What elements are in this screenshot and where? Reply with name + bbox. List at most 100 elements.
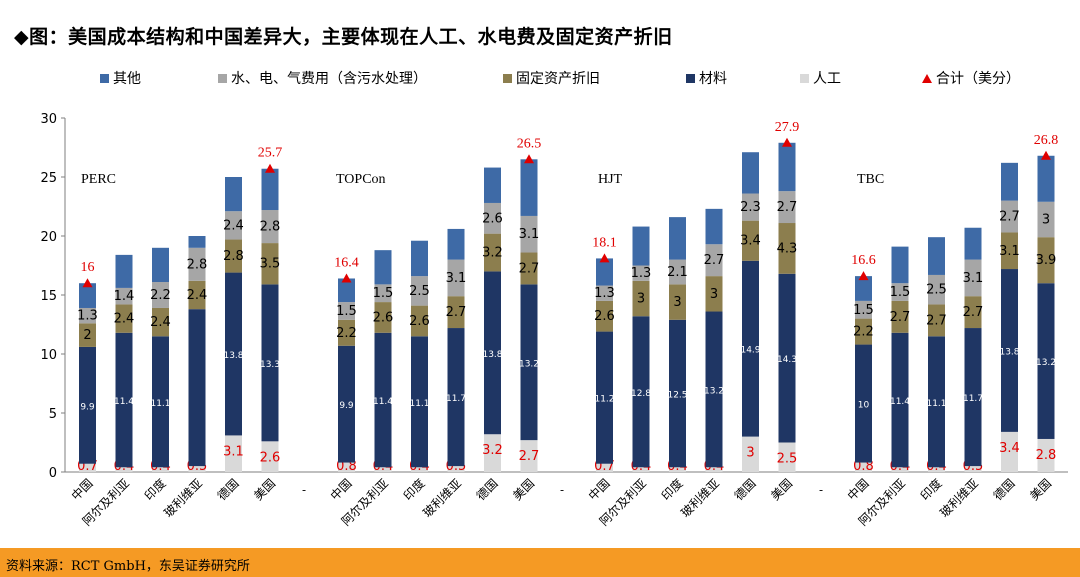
y-tick-label: 25 — [40, 171, 57, 186]
bar-segment-utilities — [964, 259, 982, 297]
data-label-utilities: 1.3 — [594, 286, 615, 301]
bar-segment-other — [742, 152, 759, 194]
bar-segment-utilities — [778, 191, 796, 224]
total-marker-triangle — [82, 278, 93, 288]
bar-segment-labor — [411, 467, 428, 472]
group-label-hjt: HJT — [598, 172, 623, 187]
bar-segment-utilities — [152, 282, 169, 308]
bar-segment-utilities — [928, 274, 945, 305]
bar-segment-other — [411, 240, 428, 277]
x-tick-label: 中国 — [68, 476, 96, 504]
bar-segment-materials — [484, 271, 501, 435]
data-label-materials: 12.8 — [631, 389, 651, 399]
data-label-utilities: 2.5 — [926, 283, 947, 298]
data-label-utilities: 3.1 — [519, 227, 540, 242]
bar-segment-depreciation — [669, 284, 686, 320]
data-label-depreciation: 3 — [673, 295, 681, 310]
bar-segment-labor — [374, 467, 392, 472]
data-label-utilities: 2.1 — [667, 265, 688, 280]
bar-segment-utilities — [188, 247, 206, 281]
bar-segment-other — [855, 276, 872, 301]
bar-segment-labor — [669, 467, 686, 472]
y-tick-label: 30 — [40, 112, 57, 127]
legend-swatch — [100, 73, 109, 83]
bar-segment-utilities — [261, 210, 279, 244]
data-label-labor: 3 — [746, 446, 754, 461]
x-tick-label: 玻利维亚 — [420, 476, 464, 520]
bar-segment-depreciation — [928, 304, 945, 337]
bar-segment-other — [152, 247, 169, 283]
bar-segment-utilities — [520, 215, 538, 253]
data-label-materials: 9.9 — [80, 402, 95, 412]
source-text: 资料来源：RCT GmbH，东吴证券研究所 — [6, 559, 250, 574]
bar-segment-labor — [484, 434, 501, 472]
y-tick-label: 5 — [49, 407, 57, 422]
legend-marker-triangle-icon — [922, 73, 932, 83]
legend-item-materials: 材料 — [686, 68, 727, 88]
bar-segment-materials — [705, 311, 723, 468]
bar-segment-depreciation — [1001, 232, 1018, 270]
data-label-utilities: 1.3 — [77, 309, 98, 324]
x-tick-label: 德国 — [731, 476, 759, 504]
total-label: 26.5 — [517, 136, 542, 151]
bar-segment-other — [484, 167, 501, 203]
x-tick-label: 玻利维亚 — [678, 476, 722, 520]
bar-segment-labor — [447, 466, 465, 472]
bar-segment-other — [778, 142, 796, 192]
bar-segment-depreciation — [115, 304, 133, 333]
data-label-labor: 3.4 — [999, 441, 1020, 456]
data-label-materials: 9.9 — [339, 401, 354, 411]
data-label-utilities: 2.8 — [187, 257, 208, 272]
bar-segment-materials — [188, 309, 206, 467]
bar-segment-depreciation — [411, 305, 428, 337]
bar-segment-materials — [115, 332, 133, 468]
bar-segment-other — [374, 250, 392, 285]
bar-segment-utilities — [891, 283, 909, 301]
data-label-utilities: 2.4 — [223, 218, 244, 233]
total-label: 16 — [81, 260, 95, 275]
total-label: 16.6 — [851, 253, 876, 268]
data-label-labor: 2.5 — [777, 452, 798, 467]
group-separator-label: - — [560, 483, 564, 497]
data-label-depreciation: 2.4 — [187, 288, 208, 303]
bar-segment-depreciation — [742, 220, 759, 261]
data-label-materials: 11.4 — [890, 397, 910, 407]
data-label-depreciation: 3.1 — [999, 244, 1020, 259]
data-label-materials: 11.7 — [446, 394, 466, 404]
data-label-utilities: 2.7 — [704, 253, 725, 268]
bar-segment-depreciation — [520, 252, 538, 285]
data-label-materials: 13.8 — [223, 351, 243, 361]
data-label-depreciation: 4.3 — [777, 241, 798, 256]
data-label-materials: 11.1 — [409, 399, 429, 409]
x-tick-label: 美国 — [768, 476, 795, 503]
bar-segment-depreciation — [1037, 237, 1055, 284]
bar-segment-materials — [338, 345, 355, 463]
bar-segment-utilities — [1037, 201, 1055, 238]
y-tick-label: 20 — [40, 230, 57, 245]
bar-segment-utilities — [705, 244, 723, 277]
bar-segment-materials — [742, 260, 759, 437]
bar-segment-other — [891, 246, 909, 284]
bar-segment-materials — [261, 284, 279, 442]
data-label-utilities: 2.2 — [150, 288, 171, 303]
bar-segment-depreciation — [188, 280, 206, 310]
data-label-depreciation: 2.6 — [409, 314, 430, 329]
data-label-materials: 13.8 — [999, 347, 1019, 357]
legend-item-labor: 人工 — [800, 68, 841, 88]
bar-segment-other — [520, 159, 538, 216]
data-label-materials: 13.2 — [1036, 358, 1056, 368]
total-label: 18.1 — [592, 235, 617, 250]
x-tick-label: 美国 — [1027, 476, 1054, 503]
group-label-topcon: TOPCon — [336, 172, 386, 187]
bar-segment-labor — [1001, 431, 1018, 472]
data-label-materials: 13.8 — [482, 350, 502, 360]
chart-legend: 其他 水、电、气费用（含污水处理） 固定资产折旧 材料 人工 合计（美分） — [100, 68, 1060, 88]
x-tick-label: 中国 — [585, 476, 613, 504]
bar-segment-materials — [520, 284, 538, 441]
bar-segment-labor — [79, 463, 96, 472]
bar-segment-labor — [1037, 438, 1055, 472]
chart-title: ◆图：美国成本结构和中国差异大，主要体现在人工、水电费及固定资产折旧 — [14, 26, 673, 48]
bar-segment-depreciation — [705, 276, 723, 312]
x-tick-label: 印度 — [658, 476, 686, 504]
stacked-bar-chart: 051015202530PERC0.79.921.316中国0.411.42.4… — [40, 112, 1068, 529]
